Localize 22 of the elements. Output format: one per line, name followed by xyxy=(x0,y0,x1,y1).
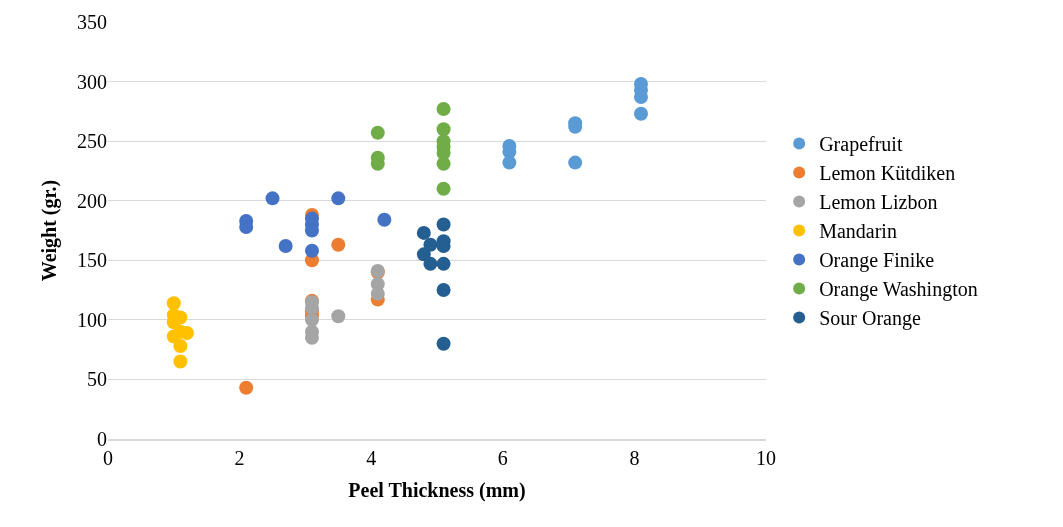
y-tick-label: 250 xyxy=(77,130,107,153)
legend-label: Sour Orange xyxy=(819,307,921,331)
legend-label: Mandarin xyxy=(819,220,897,243)
legend-label: Grapefruit xyxy=(819,133,903,157)
legend-label: Orange Washington xyxy=(819,278,978,302)
legend-label: Lemon Kütdiken xyxy=(819,162,956,185)
x-tick-label: 8 xyxy=(629,447,640,469)
y-tick-label: 300 xyxy=(77,70,107,93)
legend-label: Orange Finike xyxy=(819,249,935,273)
x-tick-label: 10 xyxy=(756,447,776,469)
y-tick-label: 100 xyxy=(77,308,107,331)
x-tick-label: 4 xyxy=(366,447,377,469)
y-tick-label: 350 xyxy=(77,11,107,33)
x-tick-label: 6 xyxy=(497,447,508,469)
x-axis-title: Peel Thickness (mm) xyxy=(348,479,526,502)
legend-label: Lemon Lizbon xyxy=(819,191,938,214)
y-axis-title: Weight (gr.) xyxy=(37,179,61,282)
y-tick-label: 150 xyxy=(77,249,107,272)
x-tick-label: 2 xyxy=(234,447,245,469)
y-tick-label: 50 xyxy=(87,368,107,391)
y-tick-label: 200 xyxy=(77,189,107,212)
y-tick-label: 0 xyxy=(97,428,107,450)
